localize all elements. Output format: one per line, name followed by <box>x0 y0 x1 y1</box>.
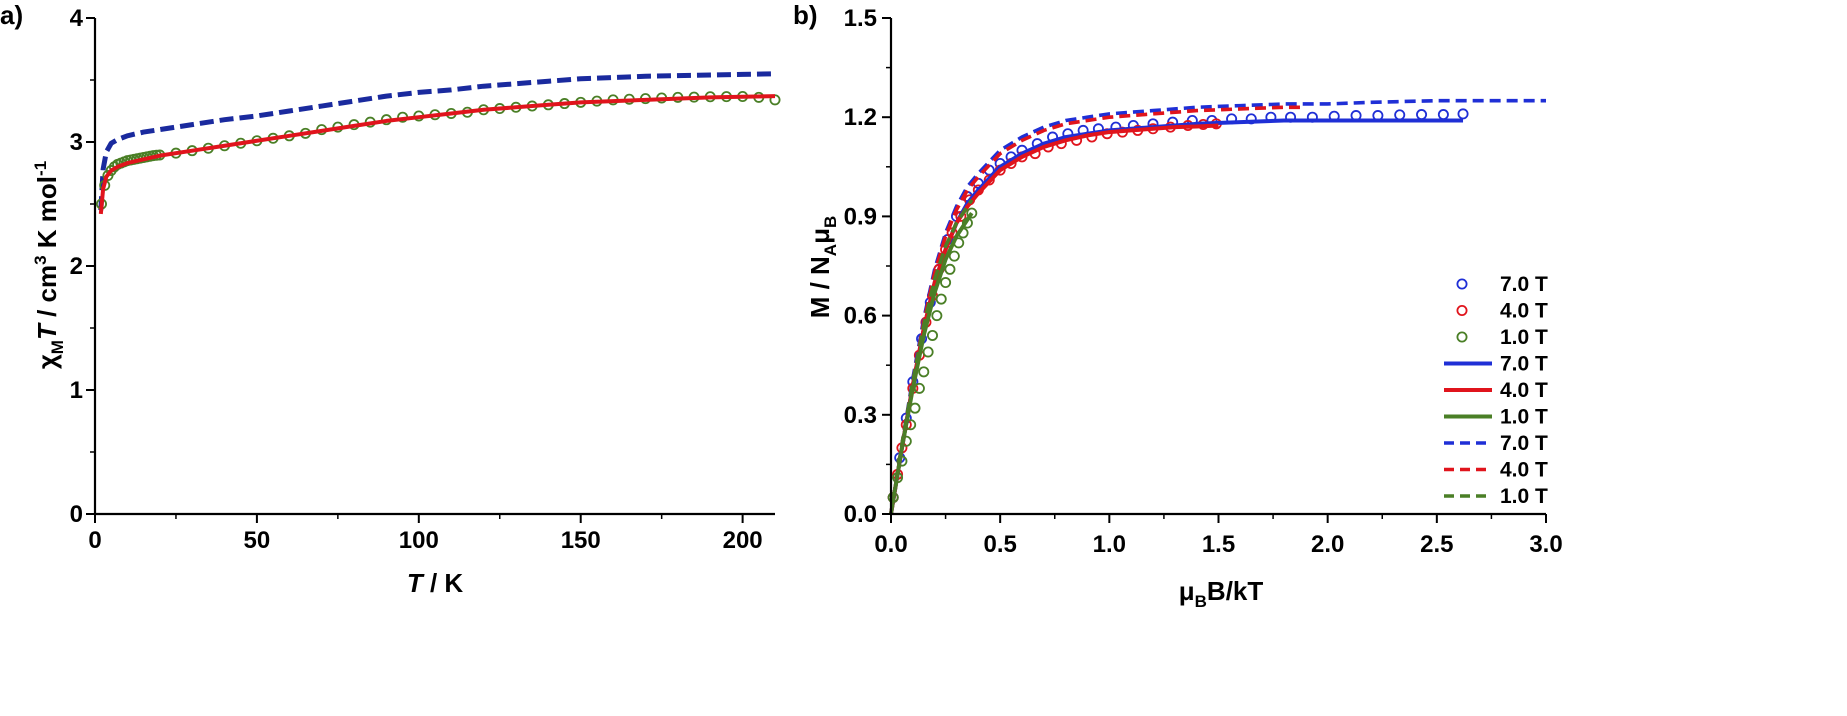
panel-b-label: b) <box>793 0 818 30</box>
panel-b-series-0-markers <box>887 108 1469 503</box>
legend-entry: 1.0 T <box>1456 326 1548 349</box>
panel-b-series-8-dashed-line <box>889 198 974 515</box>
panel-a-y-tick-label: 4 <box>70 5 84 32</box>
panel-b-data-point <box>966 207 978 219</box>
panel-b-y-tick-label: 1.2 <box>844 104 877 131</box>
legend-label: 1.0 T <box>1500 485 1548 508</box>
panel-a-x-tick-label: 100 <box>399 527 439 554</box>
panel-a-y-tick-label: 0 <box>70 501 83 528</box>
legend-marker-swatch <box>1456 304 1468 316</box>
legend-label: 7.0 T <box>1500 273 1548 296</box>
panel-b-data-point <box>1437 109 1449 121</box>
panel-b-series-5-solid-line <box>889 211 974 515</box>
panel-a-axes: 0 50 100 150 200 0 1 2 3 4 <box>70 5 775 554</box>
panel-b-legend: 7.0 T 4.0 T 1.0 T 7.0 T 4.0 T 1.0 T 7.0 T 4.0 T… <box>1444 273 1548 508</box>
panel-b-axes: 0.0 0.5 1.0 1.5 2.0 2.5 3.0 0.0 0.3 0.6 0.9 1.2 1.5 <box>844 5 1563 558</box>
panel-a-y-tick-label: 2 <box>70 253 83 280</box>
panel-a-label: a) <box>0 0 23 30</box>
legend-entry: 1.0 T <box>1444 406 1548 429</box>
legend-entry: 7.0 T <box>1456 273 1548 296</box>
legend-label: 1.0 T <box>1500 406 1548 429</box>
panel-b-data-point <box>1394 109 1406 121</box>
panel-b-chart: b) 0.0 0.5 1.0 1.5 2.0 2.5 3.0 0.0 0.3 0.6 0.9 1.2 1… <box>793 0 1563 611</box>
panel-b-data-point <box>1416 109 1428 121</box>
panel-a-marks <box>95 71 781 215</box>
panel-b-x-tick-label: 2.0 <box>1311 531 1344 558</box>
panel-a-x-tick-label: 200 <box>723 527 763 554</box>
panel-b-x-tick-label: 1.0 <box>1093 531 1126 558</box>
panel-b-data-point <box>922 346 934 358</box>
legend-entry: 1.0 T <box>1444 485 1548 508</box>
legend-label: 4.0 T <box>1500 379 1548 402</box>
panel-a-data-point <box>769 94 781 106</box>
legend-entry: 4.0 T <box>1456 300 1548 323</box>
panel-a-x-axis-label: T / K <box>407 568 464 598</box>
panel-b-y-tick-label: 1.5 <box>844 5 877 32</box>
legend-marker-swatch <box>1456 331 1468 343</box>
panel-b-series-7-dashed-line <box>889 105 1306 515</box>
panel-b-data-point <box>1457 108 1469 120</box>
panel-b-y-tick-label: 0.9 <box>844 203 877 230</box>
panel-b-y-axis-label: M / NAμB <box>805 216 840 319</box>
panel-a-x-tick-label: 0 <box>88 527 101 554</box>
panel-b-x-tick-label: 1.5 <box>1202 531 1235 558</box>
panel-a-y-tick-label: 3 <box>70 129 83 156</box>
panel-b-data-point <box>944 263 956 275</box>
panel-a-y-tick-label: 1 <box>70 377 83 404</box>
legend-label: 4.0 T <box>1500 300 1548 323</box>
panel-b-x-tick-label: 2.5 <box>1420 531 1453 558</box>
legend-label: 1.0 T <box>1500 326 1548 349</box>
panel-b-data-point <box>918 366 930 378</box>
legend-label: 7.0 T <box>1500 353 1548 376</box>
panel-b-marks <box>887 98 1546 515</box>
panel-b-data-point <box>948 250 960 262</box>
panel-a-x-tick-label: 150 <box>561 527 601 554</box>
panel-b-data-point <box>983 174 995 186</box>
legend-entry: 4.0 T <box>1444 379 1548 402</box>
panel-b-series-6-dashed-line <box>889 98 1546 515</box>
legend-entry: 7.0 T <box>1444 432 1548 455</box>
panel-b-x-tick-label: 3.0 <box>1529 531 1562 558</box>
panel-b-data-point <box>935 293 947 305</box>
panel-b-y-tick-label: 0.6 <box>844 303 877 330</box>
panel-b-x-tick-label: 0.5 <box>983 531 1016 558</box>
legend-label: 4.0 T <box>1500 459 1548 482</box>
panel-b-y-tick-label: 0.3 <box>844 402 877 429</box>
legend-label: 7.0 T <box>1500 432 1548 455</box>
panel-a-y-axis-label: χMT / cm3 K mol-1 <box>31 161 67 369</box>
panel-b-data-point <box>926 329 938 341</box>
panel-b-data-point <box>913 382 925 394</box>
panel-b-data-point <box>931 310 943 322</box>
legend-entry: 4.0 T <box>1444 459 1548 482</box>
panel-a-series-2-solid-line <box>98 94 776 215</box>
legend-entry: 7.0 T <box>1444 353 1548 376</box>
panel-a-chart: a) 0 50 100 150 200 0 1 2 3 4 T / K χMT / cm3 K m… <box>0 0 781 598</box>
panel-b-x-axis-label: μBB/kT <box>1179 576 1264 611</box>
panel-b-y-tick-label: 0.0 <box>844 501 877 528</box>
legend-marker-swatch <box>1456 278 1468 290</box>
panel-b-data-point <box>940 277 952 289</box>
panel-b-x-tick-label: 0.0 <box>874 531 907 558</box>
panel-a-x-tick-label: 50 <box>244 527 271 554</box>
